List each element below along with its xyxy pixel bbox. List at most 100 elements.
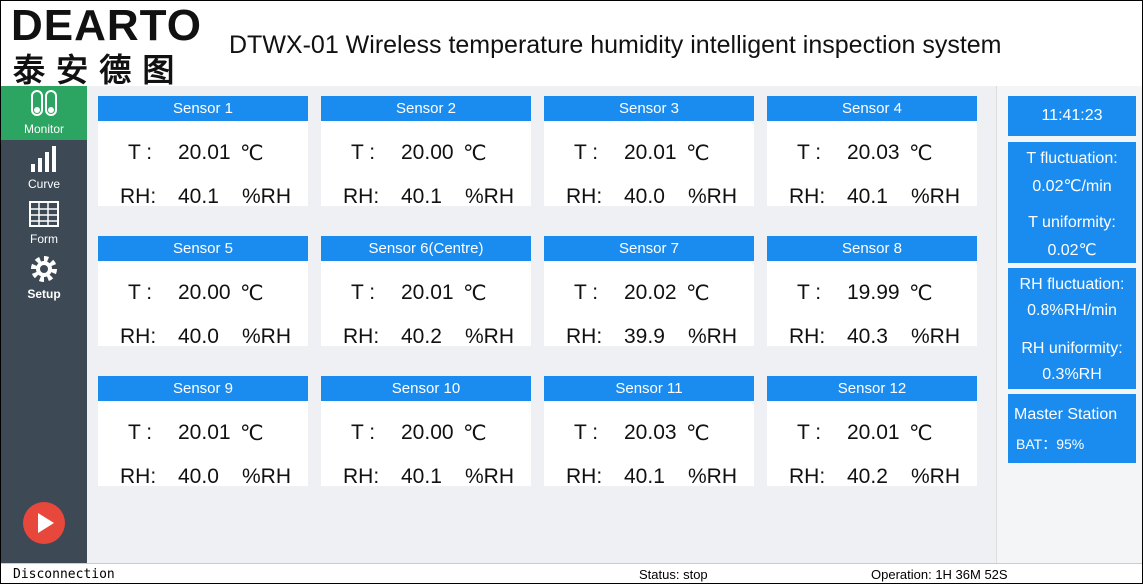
rh-label: RH: — [789, 185, 826, 208]
master-label: Master Station — [1014, 406, 1118, 423]
t-value: 20.01 — [401, 281, 454, 304]
rh-value: 39.9 — [624, 325, 665, 348]
rh-unit: %RH — [688, 185, 738, 208]
header: DEARTO 泰 安 德 图 DTWX-01 Wireless temperat… — [1, 1, 1142, 89]
rh-fluctuation: 0.8%RH/min — [1027, 302, 1117, 319]
t-unit: ℃ — [909, 142, 933, 165]
rh-value: 40.0 — [178, 325, 219, 348]
rh-label: RH: — [343, 465, 380, 488]
rh-label: RH: — [566, 325, 603, 348]
stats-box: RH fluctuation: 0.8%RH/min RH uniformity: 0… — [1008, 268, 1136, 389]
status: Status: stop — [639, 567, 708, 582]
sensor-card: Sensor 12 T : 20.01 ℃ RH: 40.2 %RH — [767, 376, 977, 488]
rh-unit: %RH — [688, 325, 738, 348]
play-button[interactable] — [23, 502, 65, 544]
t-value: 20.00 — [401, 141, 454, 164]
t-label: T : — [351, 281, 376, 304]
t-label: T : — [797, 281, 822, 304]
t-label: T : — [128, 141, 153, 164]
master-box: Master Station BAT：95% — [1008, 394, 1136, 463]
sensor-card: Sensor 3 T : 20.01 ℃ RH: 40.0 %RH — [544, 96, 754, 208]
rh-label: RH: — [789, 465, 826, 488]
rh-unit: %RH — [465, 185, 515, 208]
rh-value: 40.2 — [401, 325, 442, 348]
nav-item[interactable]: Setup — [1, 251, 87, 305]
nav-item[interactable]: Curve — [1, 141, 87, 195]
sensor-name: Sensor 6(Centre) — [321, 236, 531, 261]
sensor-card: Sensor 1 T : 20.01 ℃ RH: 40.1 %RH — [98, 96, 308, 208]
rh-value: 40.1 — [847, 185, 888, 208]
t-uniformity-label: T uniformity: — [1028, 214, 1116, 231]
t-value: 20.01 — [624, 141, 677, 164]
sensor-name: Sensor 11 — [544, 376, 754, 401]
rh-unit: %RH — [242, 465, 292, 488]
stats-box: T fluctuation: 0.02℃/min T uniformity: 0.02… — [1008, 142, 1136, 263]
sensor-name: Sensor 8 — [767, 236, 977, 261]
t-unit: ℃ — [686, 422, 710, 445]
rh-unit: %RH — [688, 465, 738, 488]
rh-label: RH: — [120, 465, 157, 488]
t-value: 20.03 — [624, 421, 677, 444]
rh-label: RH: — [343, 325, 380, 348]
t-value: 20.01 — [178, 141, 231, 164]
t-unit: ℃ — [240, 142, 264, 165]
t-value: 20.01 — [847, 421, 900, 444]
sensor-name: Sensor 9 — [98, 376, 308, 401]
rh-unit: %RH — [242, 325, 292, 348]
t-uniformity: 0.02℃ — [1047, 242, 1097, 259]
main-area: Sensor 1 T : 20.01 ℃ RH: 40.1 %RH Sensor 2 T : 20… — [87, 86, 996, 563]
nav-label: Curve — [27, 177, 60, 191]
t-label: T : — [574, 421, 599, 444]
operation: Operation: 1H 36M 52S — [871, 567, 1008, 582]
nav-icon — [31, 90, 57, 116]
sensor-card: Sensor 11 T : 20.03 ℃ RH: 40.1 %RH — [544, 376, 754, 488]
sidebar: Monitor Curve Form Setup — [1, 86, 87, 563]
time-box: 11:41:23 — [1008, 96, 1136, 136]
sensor-card: Sensor 4 T : 20.03 ℃ RH: 40.1 %RH — [767, 96, 977, 208]
nav-item[interactable]: Monitor — [1, 86, 87, 140]
t-label: T : — [128, 421, 153, 444]
nav-icon — [31, 256, 57, 282]
t-value: 20.01 — [178, 421, 231, 444]
logo: DEARTO — [11, 1, 202, 50]
t-unit: ℃ — [463, 282, 487, 305]
t-label: T : — [797, 421, 822, 444]
t-value: 19.99 — [847, 281, 900, 304]
sensor-name: Sensor 3 — [544, 96, 754, 121]
t-unit: ℃ — [240, 282, 264, 305]
rh-value: 40.3 — [847, 325, 888, 348]
sensor-name: Sensor 1 — [98, 96, 308, 121]
nav-item[interactable]: Form — [1, 196, 87, 250]
rh-value: 40.1 — [401, 465, 442, 488]
rh-value: 40.1 — [178, 185, 219, 208]
t-unit: ℃ — [909, 422, 933, 445]
nav-icon — [31, 146, 56, 172]
sensor-name: Sensor 2 — [321, 96, 531, 121]
battery: BAT：95% — [1016, 436, 1085, 452]
sensor-card: Sensor 9 T : 20.01 ℃ RH: 40.0 %RH — [98, 376, 308, 488]
rh-unit: %RH — [242, 185, 292, 208]
t-unit: ℃ — [463, 422, 487, 445]
rh-label: RH: — [120, 325, 157, 348]
nav-icon — [29, 201, 59, 227]
sensor-name: Sensor 10 — [321, 376, 531, 401]
sensor-card: Sensor 10 T : 20.00 ℃ RH: 40.1 %RH — [321, 376, 531, 488]
rh-fluctuation-label: RH fluctuation: — [1019, 276, 1125, 293]
side-panel: 11:41:23 T fluctuation: 0.02℃/min T uniform… — [996, 86, 1142, 563]
t-label: T : — [351, 421, 376, 444]
t-value: 20.03 — [847, 141, 900, 164]
rh-label: RH: — [566, 185, 603, 208]
rh-unit: %RH — [465, 465, 515, 488]
t-label: T : — [797, 141, 822, 164]
t-unit: ℃ — [240, 422, 264, 445]
t-value: 20.00 — [178, 281, 231, 304]
rh-label: RH: — [120, 185, 157, 208]
t-unit: ℃ — [686, 282, 710, 305]
t-unit: ℃ — [686, 142, 710, 165]
rh-value: 40.2 — [847, 465, 888, 488]
sensor-card: Sensor 6(Centre) T : 20.01 ℃ RH: 40.2 %RH — [321, 236, 531, 348]
rh-value: 40.1 — [401, 185, 442, 208]
t-label: T : — [574, 141, 599, 164]
rh-value: 40.0 — [178, 465, 219, 488]
